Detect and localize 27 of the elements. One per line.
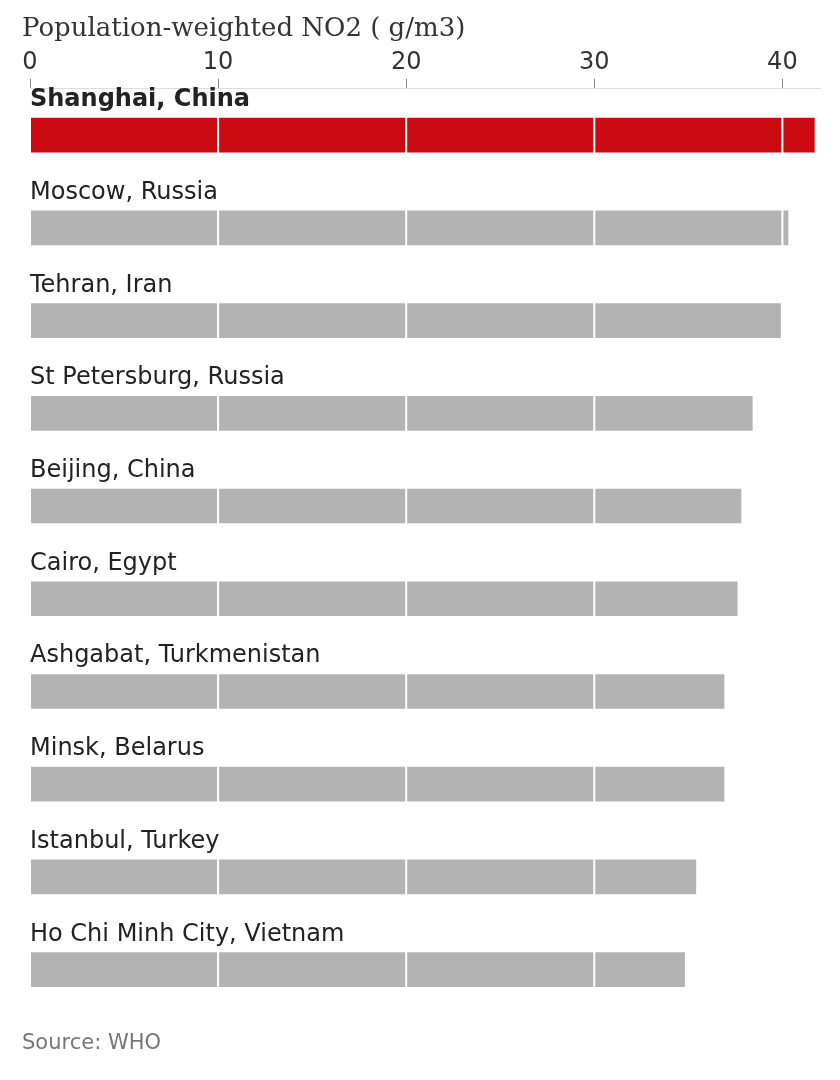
x-tick-label: 30 [579, 46, 610, 75]
x-tick-label: 20 [390, 46, 422, 75]
source-note: Source: WHO [21, 1029, 162, 1054]
bar [30, 952, 685, 987]
x-tick-label: 10 [202, 46, 234, 75]
bar [30, 117, 815, 153]
y-tick-label: St Petersburg, Russia [30, 362, 285, 391]
bar [30, 859, 697, 895]
bar [30, 766, 725, 802]
y-tick-label: Tehran, Iran [29, 269, 173, 298]
x-tick-label: 40 [767, 46, 798, 75]
y-tick-label: Minsk, Belarus [30, 733, 205, 762]
y-tick-label: Beijing, China [30, 455, 196, 484]
y-tick-label: Cairo, Egypt [30, 547, 177, 576]
bar [30, 581, 738, 617]
bar [30, 488, 742, 524]
bar [30, 674, 725, 709]
bar [30, 210, 789, 246]
y-tick-label: Istanbul, Turkey [30, 825, 220, 854]
chart-title: Population-weighted NO2 ( g/m3) [21, 11, 467, 44]
bar [30, 303, 781, 338]
bar [30, 395, 753, 431]
y-tick-label: Ho Chi Minh City, Vietnam [30, 918, 345, 947]
y-tick-label: Moscow, Russia [30, 176, 218, 205]
y-tick-label: Shanghai, China [30, 84, 251, 113]
x-tick-label: 0 [22, 46, 38, 75]
y-tick-label: Ashgabat, Turkmenistan [30, 640, 321, 669]
